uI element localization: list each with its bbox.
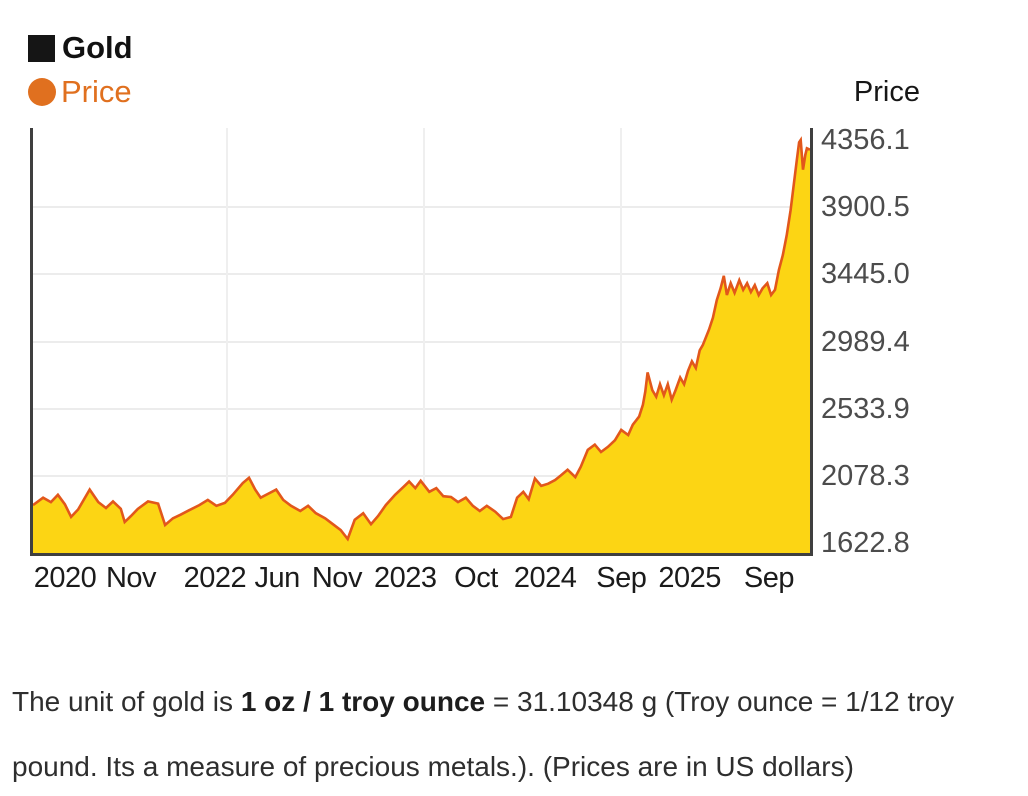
x-tick-label: 2023 <box>374 562 437 594</box>
x-tick-label: Sep <box>743 562 795 594</box>
legend-gold-label: Gold <box>62 30 133 65</box>
x-axis-labels: 2020 Nov 2022 Jun Nov 2023 Oct 2024 Sep 2025 Sep <box>30 562 807 602</box>
y-tick-label: 2989.4 <box>821 325 910 358</box>
price-series-dot-icon <box>28 78 56 106</box>
x-tick-label: Jun <box>254 562 300 594</box>
v-gridline <box>619 128 622 553</box>
gold-series-swatch-icon <box>28 34 55 62</box>
y-tick-label: 4356.1 <box>821 124 910 156</box>
h-gridline <box>33 273 810 276</box>
x-tick-label: Sep <box>596 562 647 594</box>
plot-area <box>30 128 813 556</box>
h-gridline <box>33 474 810 477</box>
price-line <box>33 136 810 542</box>
y-tick-label: 1622.8 <box>821 527 910 559</box>
legend-item-price: Price <box>28 70 133 114</box>
chart-area: Gold Price Price 4356.1 3900.5 3445.0 2989.… <box>28 26 1021 602</box>
v-gridline <box>225 128 228 553</box>
legend-item-gold: Gold <box>28 26 133 70</box>
y-axis-title: Price <box>853 76 920 108</box>
caption-prefix: The unit of gold is <box>12 686 241 717</box>
y-tick-label: 2533.9 <box>821 392 910 425</box>
x-tick-label: 2024 <box>513 562 577 594</box>
x-tick-label: Oct <box>454 562 498 594</box>
gold-price-area-chart <box>33 136 810 553</box>
caption-suffix: = 31.10348 g (Troy ounce = 1/12 troy pou… <box>12 686 955 782</box>
x-tick-label: 2022 <box>183 562 247 594</box>
x-tick-label: 2020 <box>33 562 97 594</box>
h-gridline <box>33 340 810 343</box>
legend-price-label: Price <box>61 74 132 109</box>
y-tick-label: 3445.0 <box>821 258 910 291</box>
v-gridline <box>423 128 426 553</box>
area-fill <box>33 140 810 553</box>
x-tick-label: 2025 <box>658 562 721 594</box>
y-axis-labels: 4356.1 3900.5 3445.0 2989.4 2533.9 2078.3 1622… <box>821 124 1021 559</box>
y-tick-label: 3900.5 <box>821 191 910 224</box>
x-tick-label: Nov <box>105 562 157 594</box>
legend: Gold Price <box>28 26 133 114</box>
caption-bold: 1 oz / 1 troy ounce <box>240 686 486 717</box>
caption: The unit of gold is 1 oz / 1 troy ounce … <box>12 670 960 796</box>
h-gridline <box>33 206 810 209</box>
h-gridline <box>33 407 810 410</box>
y-tick-label: 2078.3 <box>821 459 910 492</box>
x-tick-label: Nov <box>311 562 363 594</box>
